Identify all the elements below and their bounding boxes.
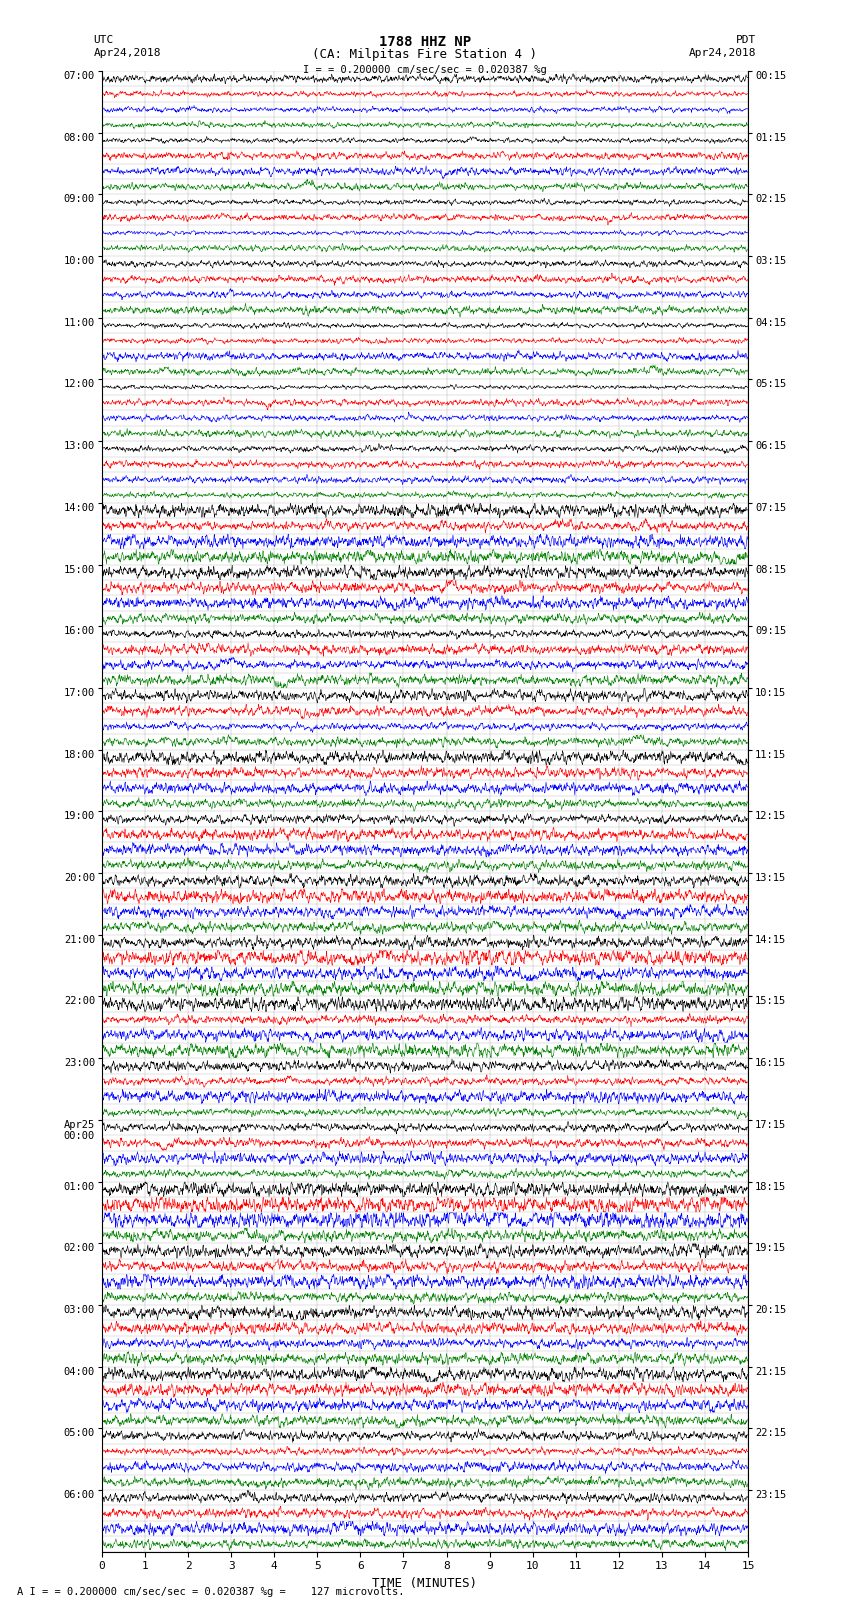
Text: Apr24,2018: Apr24,2018 [94,48,161,58]
Text: A I = = 0.200000 cm/sec/sec = 0.020387 %g =    127 microvolts.: A I = = 0.200000 cm/sec/sec = 0.020387 %… [17,1587,405,1597]
Text: Apr24,2018: Apr24,2018 [689,48,756,58]
Text: I = = 0.200000 cm/sec/sec = 0.020387 %g: I = = 0.200000 cm/sec/sec = 0.020387 %g [303,65,547,74]
Text: UTC: UTC [94,35,114,45]
Text: 1788 HHZ NP: 1788 HHZ NP [379,35,471,50]
Text: PDT: PDT [736,35,756,45]
X-axis label: TIME (MINUTES): TIME (MINUTES) [372,1578,478,1590]
Text: (CA: Milpitas Fire Station 4 ): (CA: Milpitas Fire Station 4 ) [313,48,537,61]
